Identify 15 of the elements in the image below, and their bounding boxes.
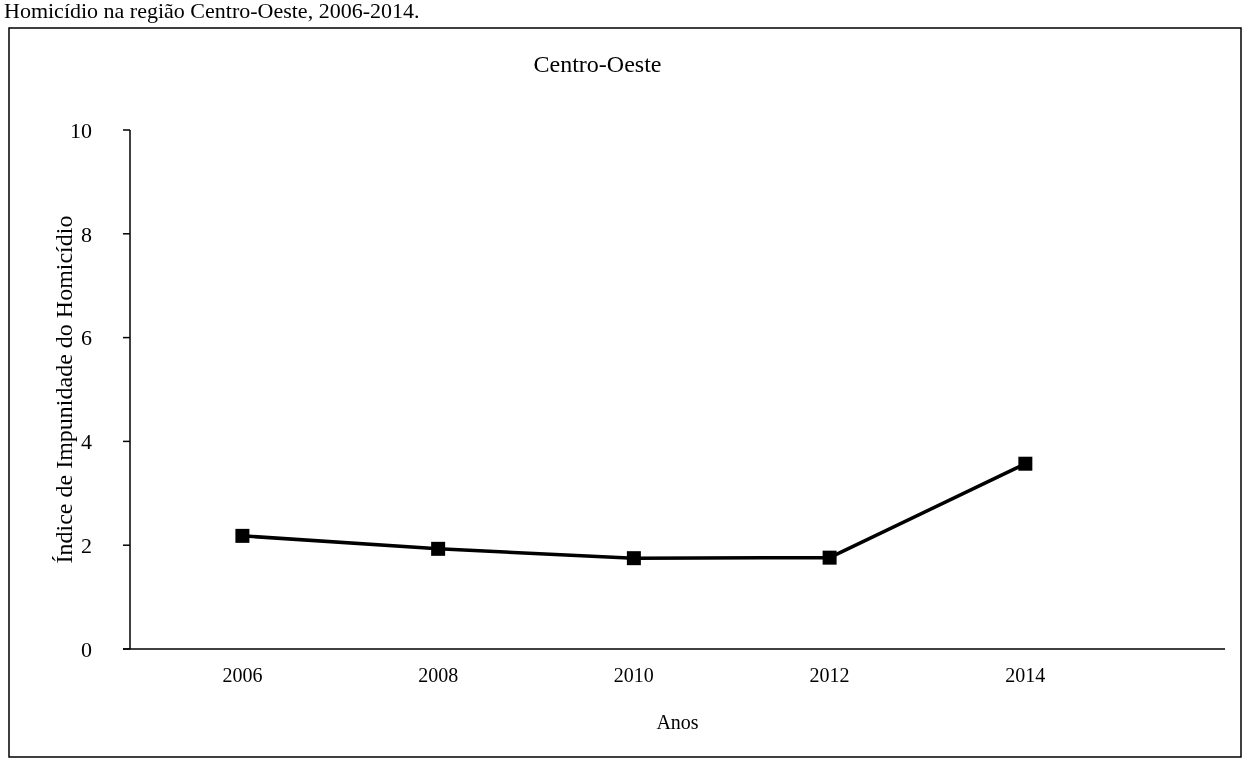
x-tick-label: 2008 bbox=[418, 664, 459, 686]
text: Homicídio na região Centro-Oeste, 2006-2014. bbox=[4, 0, 420, 23]
y-tick-label: 0 bbox=[81, 636, 92, 662]
y-axis-title: Índice de Impunidade do Homicídio bbox=[51, 215, 77, 564]
y-tick-label: 10 bbox=[70, 117, 92, 143]
x-tick-label: 2006 bbox=[222, 664, 263, 686]
y-tick-label: 8 bbox=[81, 221, 92, 247]
x-tick-label: 2010 bbox=[613, 664, 654, 686]
y-tick-label: 4 bbox=[81, 429, 92, 455]
y-tick-label: 2 bbox=[81, 532, 92, 558]
chart-title: Centro-Oeste bbox=[533, 51, 662, 77]
x-tick-label: 2012 bbox=[809, 664, 850, 686]
y-tick-label: 6 bbox=[81, 325, 92, 351]
x-axis-title: Anos bbox=[656, 711, 699, 733]
x-tick-label: 2014 bbox=[1005, 664, 1046, 686]
